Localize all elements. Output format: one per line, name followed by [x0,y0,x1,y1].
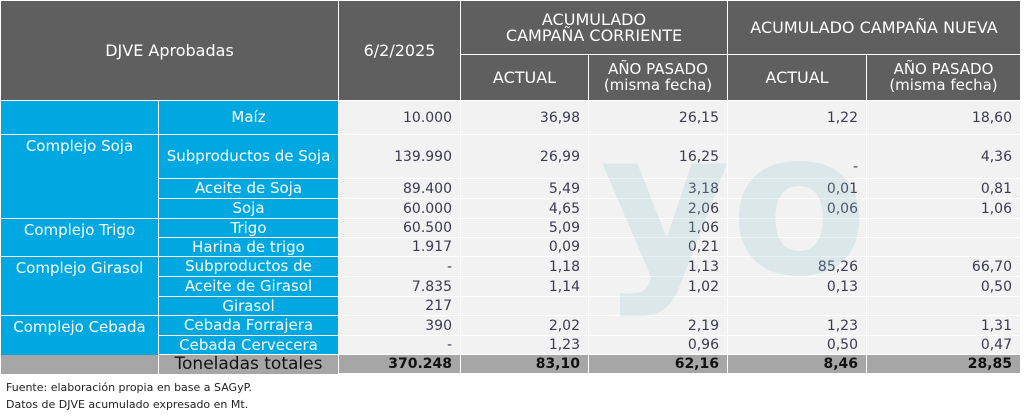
total-c-act: 83,10 [460,354,589,374]
value-c-prev: 1,02 [588,276,728,297]
product-name: Aceite de Soja [158,178,339,199]
value-c-prev [588,296,728,316]
value-date: - [338,335,461,355]
value-n-act: - [727,134,867,179]
value-c-act: 2,02 [460,315,589,336]
value-n-act: 1,23 [727,315,867,336]
value-date: 60.500 [338,218,461,238]
value-n-prev [866,237,1021,257]
group-label: Complejo Cebada [0,315,159,355]
header-current-campaign: ACUMULADO CAMPAÑA CORRIENTE [460,0,728,55]
total-label: Toneladas totales [158,354,339,374]
value-date: 1.917 [338,237,461,257]
table-row: Maíz 10.000 36,98 26,15 1,22 18,60 [0,100,1021,135]
group-cell-empty [0,100,159,135]
value-n-prev: 0,47 [866,335,1021,355]
value-n-act [727,237,867,257]
total-n-prev: 28,85 [866,354,1021,374]
value-c-act: 26,99 [460,134,589,179]
value-n-act [727,296,867,316]
value-c-prev: 2,19 [588,315,728,336]
value-n-act [727,218,867,238]
value-n-prev: 0,50 [866,276,1021,297]
table-row: Complejo Trigo Trigo 60.500 5,09 1,06 [0,218,1021,257]
header-current-prev: AÑO PASADO (misma fecha) [588,54,728,101]
product-name: Cebada Forrajera [158,315,339,336]
value-c-prev: 0,96 [588,335,728,355]
value-n-prev: 18,60 [866,100,1021,135]
value-n-act: 0,06 [727,198,867,219]
value-c-act: 1,14 [460,276,589,297]
product-name: Aceite de Girasol [158,276,339,297]
value-date: 60.000 [338,198,461,219]
table-row: Cebada Cervecera -1,23 0,96 0,50 0,47 [1,335,1021,355]
value-date: 7.835 [338,276,461,297]
product-name: Trigo [158,218,339,238]
value-c-prev: 2,06 [588,198,728,219]
value-n-prev: 1,06 [866,198,1021,219]
value-n-act: 0,01 [727,178,867,199]
value-date: 217 [338,296,461,316]
product-name: Girasol [158,296,339,316]
value-n-act: 0,13 [727,276,867,297]
value-date: 10.000 [338,100,461,135]
table-row: Aceite de Soja 89.400 5,49 3,18 0,01 0,81 [1,178,1021,199]
table-row: Complejo Soja Subproductos de Soja 139.990… [0,134,1021,219]
table-row: Complejo Cebada Cebada Forrajera 390 2,02 2,… [0,315,1021,355]
value-n-act: 85,26 [727,256,867,277]
value-c-prev: 1,13 [588,256,728,277]
table-row: Complejo Girasol Subproductos de -1,18 1,13… [0,256,1021,316]
value-c-act: 5,49 [460,178,589,199]
value-n-prev: 66,70 [866,256,1021,277]
header-new-campaign: ACUMULADO CAMPAÑA NUEVA [727,0,1021,55]
group-label: Complejo Girasol [0,256,159,316]
value-n-act: 1,22 [727,100,867,135]
product-name: Subproductos de Soja [158,134,339,179]
header-date: 6/2/2025 [338,0,461,101]
value-c-prev: 0,21 [588,237,728,257]
header-new-prev: AÑO PASADO (misma fecha) [866,54,1021,101]
value-n-prev: 0,81 [866,178,1021,199]
header-title: DJVE Aprobadas [0,0,339,101]
value-date: 89.400 [338,178,461,199]
value-c-prev: 26,15 [588,100,728,135]
product-name: Soja [158,198,339,219]
value-c-act: 1,18 [460,256,589,277]
value-c-prev: 3,18 [588,178,728,199]
header-current-actual: ACTUAL [460,54,589,101]
footer-source: Fuente: elaboración propia en base a SAG… [6,381,252,394]
value-c-prev: 16,25 [588,134,728,179]
table-row: Soja 60.000 4,65 2,06 0,06 1,06 [1,198,1021,219]
value-c-act: 4,65 [460,198,589,219]
product-name: Cebada Cervecera [158,335,339,355]
group-label: Complejo Trigo [0,218,159,257]
value-date: 390 [338,315,461,336]
product-name: Subproductos de [158,256,339,277]
table-row: Harina de trigo 1.917 0,09 0,21 [1,237,1021,257]
total-c-prev: 62,16 [588,354,728,374]
total-n-act: 8,46 [727,354,867,374]
value-c-prev: 1,06 [588,218,728,238]
value-c-act: 36,98 [460,100,589,135]
value-c-act: 1,23 [460,335,589,355]
djve-table: DJVE Aprobadas 6/2/2025 ACUMULADO CAMPAÑ… [0,0,1021,374]
value-n-prev: 4,36 [866,134,1021,179]
footer-note: Datos de DJVE acumulado expresado en Mt. [6,398,249,411]
value-n-act: 0,50 [727,335,867,355]
value-c-act: 0,09 [460,237,589,257]
product-name: Harina de trigo [158,237,339,257]
group-label: Complejo Soja [0,134,159,219]
total-row: Toneladas totales 370.248 83,10 62,16 8,… [0,354,1021,374]
header-new-actual: ACTUAL [727,54,867,101]
value-c-act: 5,09 [460,218,589,238]
total-date: 370.248 [338,354,461,374]
value-n-prev [866,218,1021,238]
value-date: 139.990 [338,134,461,179]
value-date: - [338,256,461,277]
value-n-prev [866,296,1021,316]
value-c-act [460,296,589,316]
value-n-prev: 1,31 [866,315,1021,336]
product-name: Maíz [158,100,339,135]
